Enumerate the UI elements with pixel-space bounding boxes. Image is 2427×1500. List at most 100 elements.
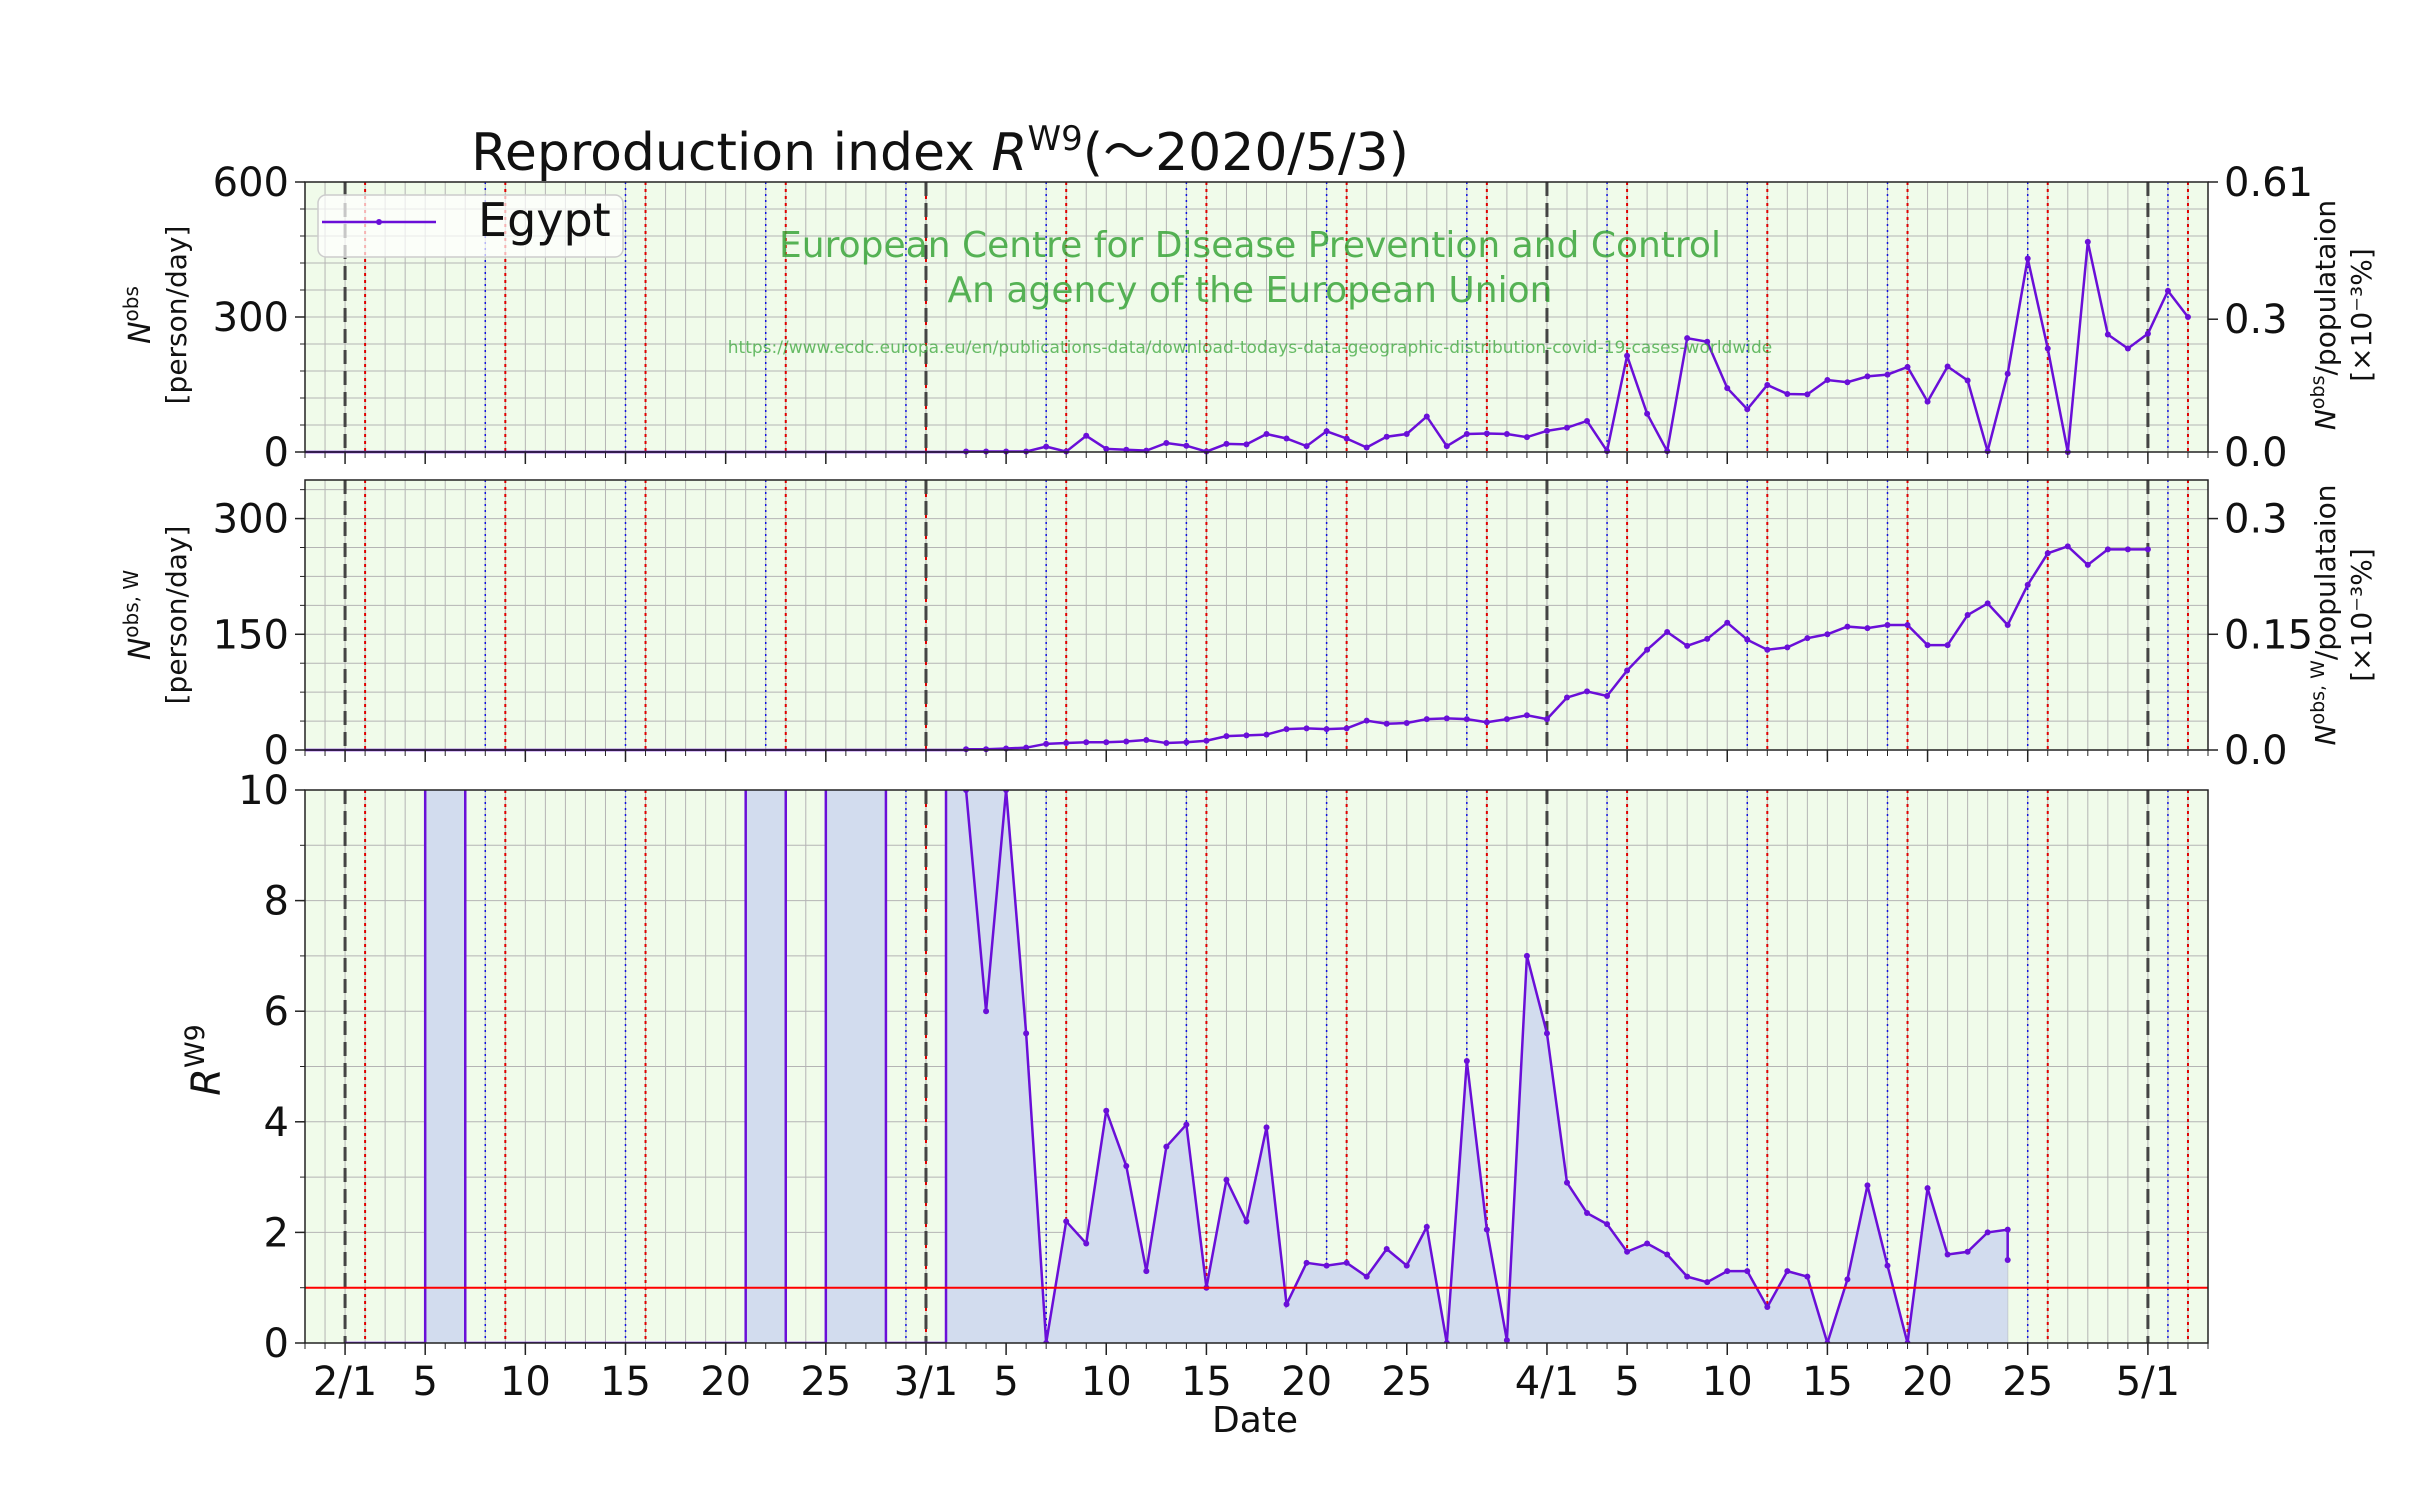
y-tick-label: 8 bbox=[264, 879, 289, 925]
data-point bbox=[1383, 433, 1390, 440]
data-point bbox=[1123, 738, 1130, 745]
data-point bbox=[1644, 1240, 1651, 1247]
data-point bbox=[1684, 642, 1691, 649]
data-point bbox=[2104, 546, 2111, 553]
data-point bbox=[2004, 1226, 2011, 1233]
data-point bbox=[1503, 431, 1510, 437]
data-point bbox=[1543, 1030, 1550, 1037]
watermark: European Centre for Disease Prevention a… bbox=[728, 225, 1772, 358]
data-point bbox=[1323, 428, 1330, 435]
y2-tick-label: 0.0 bbox=[2224, 430, 2288, 476]
svg-text:Nobs, W/populataion: Nobs, W/populataion bbox=[2307, 485, 2342, 746]
x-tick-label: 2/1 bbox=[313, 1359, 377, 1405]
x-tick-label: 4/1 bbox=[1515, 1359, 1579, 1405]
data-point bbox=[1824, 631, 1831, 638]
x-tick-label: 3/1 bbox=[894, 1359, 958, 1405]
data-point bbox=[1644, 646, 1651, 653]
data-point bbox=[1584, 1210, 1591, 1217]
x-tick-label: 20 bbox=[700, 1359, 751, 1405]
data-point bbox=[1824, 377, 1831, 383]
x-tick-label: 25 bbox=[2002, 1359, 2053, 1405]
data-point bbox=[2004, 1257, 2011, 1264]
data-point bbox=[1363, 444, 1370, 451]
x-tick-label: 5 bbox=[993, 1359, 1018, 1405]
panel3-group: 0 2 4 6 8 10 2/1 5 10 15 20 25 3/1 5 10 15 20 25 4/1 5 10 15 2… bbox=[238, 768, 2209, 1405]
plot-panels: 0 300 600 0.0 0.3 0.61 0 150 300 0.0 0.15 0.3 0 2 4 6 8 1… bbox=[213, 160, 2313, 1405]
data-point bbox=[1644, 410, 1651, 417]
data-point bbox=[1664, 1251, 1671, 1258]
data-point bbox=[2044, 345, 2051, 352]
data-point bbox=[1864, 1182, 1871, 1189]
panel2-background bbox=[305, 480, 2208, 750]
data-point bbox=[2084, 238, 2091, 245]
data-point bbox=[1964, 377, 1971, 384]
data-point bbox=[1283, 435, 1290, 442]
data-point bbox=[1624, 1248, 1631, 1255]
data-point bbox=[1884, 371, 1891, 378]
data-point bbox=[1804, 1273, 1811, 1280]
series-line bbox=[964, 790, 2009, 1343]
data-point bbox=[1423, 413, 1430, 420]
data-point bbox=[1183, 1121, 1190, 1128]
data-point bbox=[1303, 443, 1310, 450]
y2-tick-label: 0.3 bbox=[2224, 297, 2288, 343]
panel1-y2label: Nobs/populataion [×10⁻³%] bbox=[2307, 200, 2378, 430]
x-tick-label: 10 bbox=[1702, 1359, 1753, 1405]
panel3-ylabel: RW9 bbox=[180, 1024, 230, 1096]
data-point bbox=[1063, 740, 1070, 747]
data-point bbox=[1684, 1273, 1691, 1280]
svg-text:[person/day]: [person/day] bbox=[160, 526, 193, 705]
data-point bbox=[1303, 725, 1310, 732]
data-point bbox=[1624, 667, 1631, 674]
data-point bbox=[1844, 379, 1851, 386]
data-point bbox=[1543, 716, 1550, 723]
data-point bbox=[1403, 1262, 1410, 1269]
data-point bbox=[2064, 543, 2071, 550]
data-point bbox=[1744, 406, 1751, 413]
y-tick-label: 150 bbox=[213, 612, 289, 658]
data-point bbox=[1223, 1176, 1230, 1183]
data-point bbox=[1103, 1107, 1110, 1114]
data-point bbox=[1443, 715, 1450, 722]
y2-tick-label: 0.61 bbox=[2224, 160, 2313, 206]
svg-text:[person/day]: [person/day] bbox=[160, 226, 193, 405]
data-point bbox=[1764, 381, 1771, 388]
data-point bbox=[1443, 443, 1450, 450]
x-tick-label: 25 bbox=[1381, 1359, 1432, 1405]
legend: Egypt bbox=[317, 193, 624, 258]
y-tick-label: 10 bbox=[238, 768, 289, 814]
x-tick-label: 10 bbox=[1081, 1359, 1132, 1405]
panel1-group: 0 300 600 0.0 0.3 0.61 bbox=[213, 160, 2313, 476]
legend-marker bbox=[376, 219, 382, 225]
data-point bbox=[1203, 737, 1210, 744]
series-line bbox=[966, 241, 2189, 456]
data-point bbox=[1403, 720, 1410, 726]
data-point bbox=[1704, 1279, 1711, 1286]
y2-tick-label: 0.0 bbox=[2224, 728, 2288, 774]
data-point bbox=[2024, 581, 2031, 588]
data-point bbox=[1904, 622, 1911, 629]
data-point bbox=[2024, 255, 2031, 262]
data-point bbox=[1023, 744, 1030, 751]
data-point bbox=[1724, 619, 1731, 626]
data-point bbox=[1784, 644, 1791, 651]
data-point bbox=[2184, 314, 2191, 320]
area-fill bbox=[425, 790, 466, 1343]
data-point bbox=[1423, 716, 1430, 723]
data-point bbox=[1183, 739, 1190, 746]
data-point bbox=[1423, 1223, 1430, 1230]
data-point bbox=[1403, 431, 1410, 437]
data-point bbox=[1143, 736, 1150, 743]
watermark-line2: An agency of the European Union bbox=[948, 270, 1553, 311]
data-point bbox=[1043, 740, 1050, 747]
data-point bbox=[1283, 1301, 1290, 1308]
data-point bbox=[1604, 693, 1611, 699]
data-point bbox=[1944, 642, 1951, 649]
data-point bbox=[1704, 338, 1711, 345]
data-point bbox=[1363, 717, 1370, 724]
data-point bbox=[1083, 1240, 1090, 1247]
data-point bbox=[1604, 1221, 1611, 1228]
data-point bbox=[1463, 716, 1470, 723]
data-point bbox=[1784, 390, 1791, 397]
x-tick-label: 20 bbox=[1281, 1359, 1332, 1405]
